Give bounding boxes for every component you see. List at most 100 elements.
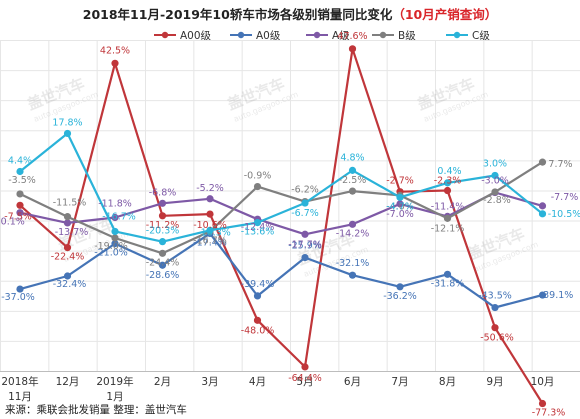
data-label: -16.3%: [197, 227, 231, 238]
data-point: [253, 219, 262, 227]
data-label: -39.1%: [540, 290, 574, 301]
data-point: [111, 240, 119, 248]
series-5: [16, 129, 547, 246]
legend-label: A0级: [256, 30, 281, 42]
data-label: 42.5%: [100, 45, 130, 56]
data-label: 3.0%: [483, 158, 507, 169]
data-label: 17.8%: [52, 117, 82, 128]
series-group: [16, 45, 547, 408]
data-label: -7.5%: [4, 211, 32, 222]
data-point: [16, 190, 24, 198]
data-point: [158, 249, 167, 257]
data-point: [348, 271, 357, 279]
data-label: -11.5%: [53, 198, 87, 209]
data-label: -6.7%: [291, 208, 319, 219]
series-line: [19, 132, 544, 243]
data-point: [63, 129, 72, 138]
data-label: -16.7%: [193, 235, 227, 246]
data-point: [206, 226, 214, 234]
data-point: [206, 195, 214, 203]
data-label: -7.7%: [551, 192, 579, 203]
x-tick-label: 2018年: [1, 375, 38, 388]
legend-item-3: A级: [306, 30, 350, 42]
x-tick-label: 8月: [439, 376, 456, 388]
data-label: 0.4%: [437, 166, 461, 177]
chart-title: 2018年11月-2019年10轿车市场各级别销量同比变化（10月产销查询）: [83, 7, 497, 22]
data-point: [538, 399, 547, 408]
data-label: -64.4%: [288, 373, 322, 384]
x-axis: 2018年 11月 12月 2019年 1月 2月 3月 4月 5月 6月 7月 8月 9月 10月: [0, 371, 580, 403]
data-point: [63, 213, 72, 221]
data-point: [111, 59, 119, 67]
legend-label: B级: [398, 30, 416, 42]
legend: A00级 A0级 A级 B级 C级: [154, 30, 490, 42]
data-label: -32.4%: [53, 279, 87, 290]
series-2: [16, 229, 547, 312]
data-label: -37.0%: [1, 292, 35, 303]
data-label: 47.6%: [337, 31, 367, 42]
data-label: -13.6%: [241, 227, 275, 238]
data-label: -7.0%: [386, 209, 414, 220]
data-label: -32.1%: [336, 258, 370, 269]
x-tick-label: 5月: [296, 376, 313, 388]
data-label: -36.2%: [383, 291, 417, 302]
data-label: -16.7%: [102, 211, 136, 222]
data-point: [16, 285, 24, 293]
data-point: [158, 261, 167, 269]
data-label: 4.4%: [8, 156, 32, 167]
data-label: -10.6%: [193, 220, 227, 231]
data-point: [63, 244, 72, 252]
legend-swatch-marker: [453, 31, 461, 39]
data-label: -17.7%: [288, 239, 322, 250]
data-point: [301, 230, 309, 238]
data-label: -10.5%: [548, 209, 580, 220]
data-point: [63, 272, 72, 280]
data-label: -4.7%: [386, 201, 414, 212]
data-point: [158, 199, 167, 207]
legend-swatch-marker: [237, 31, 245, 39]
data-label: -22.4%: [51, 252, 85, 263]
legend-item-4: B级: [372, 30, 416, 42]
data-label: -12.4%: [241, 222, 275, 233]
data-label: -5.2%: [196, 183, 224, 194]
data-point: [538, 210, 547, 218]
x-tick-label: 4月: [249, 376, 266, 388]
data-point: [111, 227, 119, 236]
legend-item-5: C级: [446, 30, 490, 42]
data-label: -28.6%: [146, 270, 180, 281]
legend-item-1: A00级: [154, 30, 212, 42]
data-point: [396, 283, 404, 291]
x-tick-label: 7月: [391, 376, 408, 388]
data-point: [348, 187, 357, 195]
data-label: -43.5%: [478, 291, 512, 302]
data-point: [63, 219, 72, 227]
data-point: [538, 158, 547, 166]
data-label: -2.3%: [434, 176, 462, 187]
series-line: [19, 232, 543, 309]
data-label: -12.1%: [431, 223, 465, 234]
x-tick-label: 2月: [154, 376, 171, 388]
data-point: [396, 200, 404, 208]
chart-title-highlight: （10月产销查询）: [392, 7, 497, 22]
x-tick-label: 1月: [106, 391, 123, 403]
data-label: -2.7%: [386, 176, 414, 187]
series-line: [19, 191, 543, 236]
data-point: [111, 213, 119, 222]
data-label: -3.0%: [481, 176, 509, 187]
data-labels: -7.5% -22.4% 42.5% -11.2% -10.6% -48.0% -64.4%…: [0, 31, 580, 419]
data-point: [158, 212, 167, 220]
chart-title-main: 2018年11月-2019年10轿车市场各级别销量同比变化: [83, 7, 393, 22]
legend-label: A00级: [180, 30, 212, 42]
data-point: [111, 234, 119, 242]
legend-label: C级: [472, 30, 490, 42]
data-point: [348, 45, 357, 53]
data-label: -21.0%: [94, 248, 128, 259]
data-point: [538, 202, 547, 210]
data-point: [348, 166, 357, 174]
data-point: [443, 186, 452, 195]
data-point: [443, 270, 452, 278]
data-label: -3.5%: [8, 175, 36, 186]
legend-swatch-marker: [379, 31, 387, 39]
